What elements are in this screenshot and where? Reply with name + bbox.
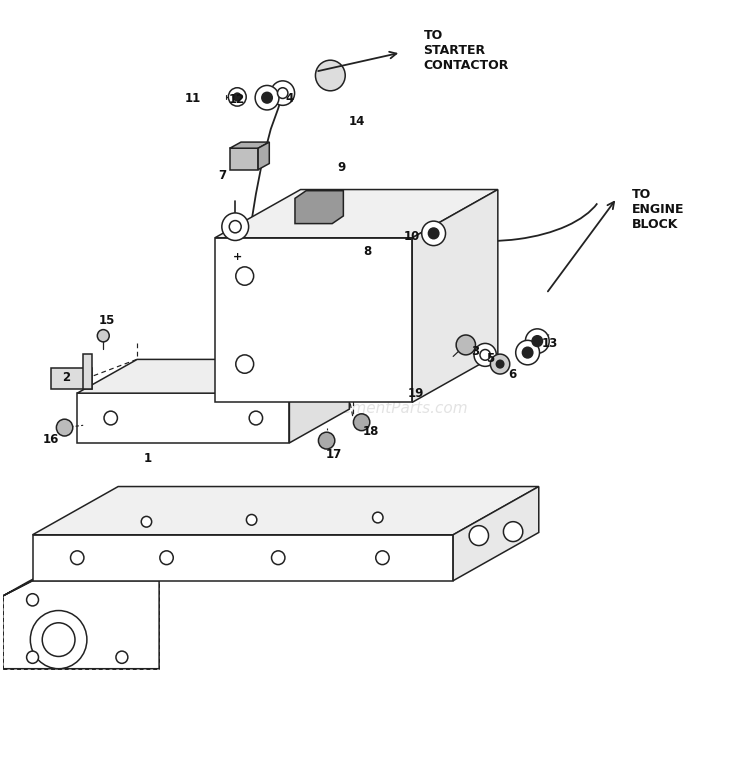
Text: 17: 17 (326, 448, 342, 461)
Text: 8: 8 (364, 245, 372, 258)
Polygon shape (32, 535, 453, 581)
Text: 14: 14 (348, 115, 364, 128)
Circle shape (456, 335, 476, 355)
Text: 19: 19 (408, 386, 424, 399)
Circle shape (26, 594, 38, 606)
Circle shape (56, 419, 73, 436)
Polygon shape (230, 148, 258, 170)
Circle shape (474, 343, 496, 366)
Text: 12: 12 (230, 93, 245, 106)
Polygon shape (77, 359, 350, 393)
Text: 15: 15 (99, 314, 116, 327)
Circle shape (526, 329, 549, 353)
Circle shape (233, 93, 241, 101)
Polygon shape (258, 142, 269, 170)
Text: 3: 3 (472, 345, 479, 358)
Circle shape (516, 340, 539, 365)
Circle shape (255, 86, 279, 110)
Circle shape (160, 550, 173, 564)
Circle shape (98, 330, 109, 342)
Circle shape (262, 93, 272, 103)
Polygon shape (453, 487, 538, 581)
Text: 16: 16 (43, 433, 59, 446)
Text: +: + (232, 252, 242, 262)
Circle shape (26, 651, 38, 663)
Circle shape (30, 611, 87, 668)
Circle shape (316, 60, 345, 91)
Circle shape (428, 228, 439, 239)
Circle shape (70, 550, 84, 564)
Circle shape (116, 651, 128, 663)
Circle shape (376, 550, 389, 564)
Bar (51, 368, 92, 389)
Text: 18: 18 (363, 425, 380, 438)
Circle shape (236, 355, 254, 373)
Text: 13: 13 (542, 337, 558, 350)
Circle shape (373, 512, 383, 523)
Circle shape (532, 335, 542, 346)
Circle shape (503, 522, 523, 541)
Text: 6: 6 (509, 368, 517, 381)
Polygon shape (32, 487, 538, 535)
Polygon shape (290, 359, 350, 443)
Circle shape (480, 349, 490, 360)
Text: 1: 1 (144, 452, 152, 465)
Text: 5: 5 (486, 352, 494, 365)
Polygon shape (230, 142, 269, 148)
Circle shape (228, 88, 246, 106)
Polygon shape (215, 190, 498, 237)
Circle shape (249, 411, 262, 425)
Circle shape (523, 347, 532, 358)
Circle shape (42, 623, 75, 656)
Text: eReplacementParts.com: eReplacementParts.com (282, 401, 468, 416)
Circle shape (247, 514, 256, 525)
Polygon shape (3, 581, 159, 668)
Circle shape (278, 88, 288, 99)
Polygon shape (3, 566, 58, 596)
Circle shape (272, 550, 285, 564)
Text: 2: 2 (62, 372, 70, 385)
Text: 4: 4 (285, 92, 293, 105)
Text: 10: 10 (404, 230, 420, 243)
Polygon shape (215, 237, 412, 402)
Circle shape (496, 360, 504, 368)
Text: 9: 9 (338, 161, 346, 173)
Polygon shape (295, 190, 344, 224)
Bar (83, 354, 92, 389)
Text: TO
STARTER
CONTACTOR: TO STARTER CONTACTOR (424, 29, 508, 72)
Polygon shape (413, 190, 498, 402)
Circle shape (319, 433, 334, 449)
Circle shape (230, 221, 242, 233)
Circle shape (422, 221, 446, 246)
Circle shape (470, 526, 488, 546)
Circle shape (236, 267, 254, 285)
Circle shape (141, 517, 152, 527)
Text: TO
ENGINE
BLOCK: TO ENGINE BLOCK (632, 188, 684, 231)
Text: 7: 7 (218, 169, 226, 181)
Circle shape (271, 81, 295, 106)
Circle shape (490, 354, 510, 374)
Circle shape (104, 411, 118, 425)
Circle shape (222, 213, 249, 241)
Polygon shape (77, 393, 290, 443)
Circle shape (353, 414, 370, 431)
Text: 11: 11 (184, 92, 201, 105)
